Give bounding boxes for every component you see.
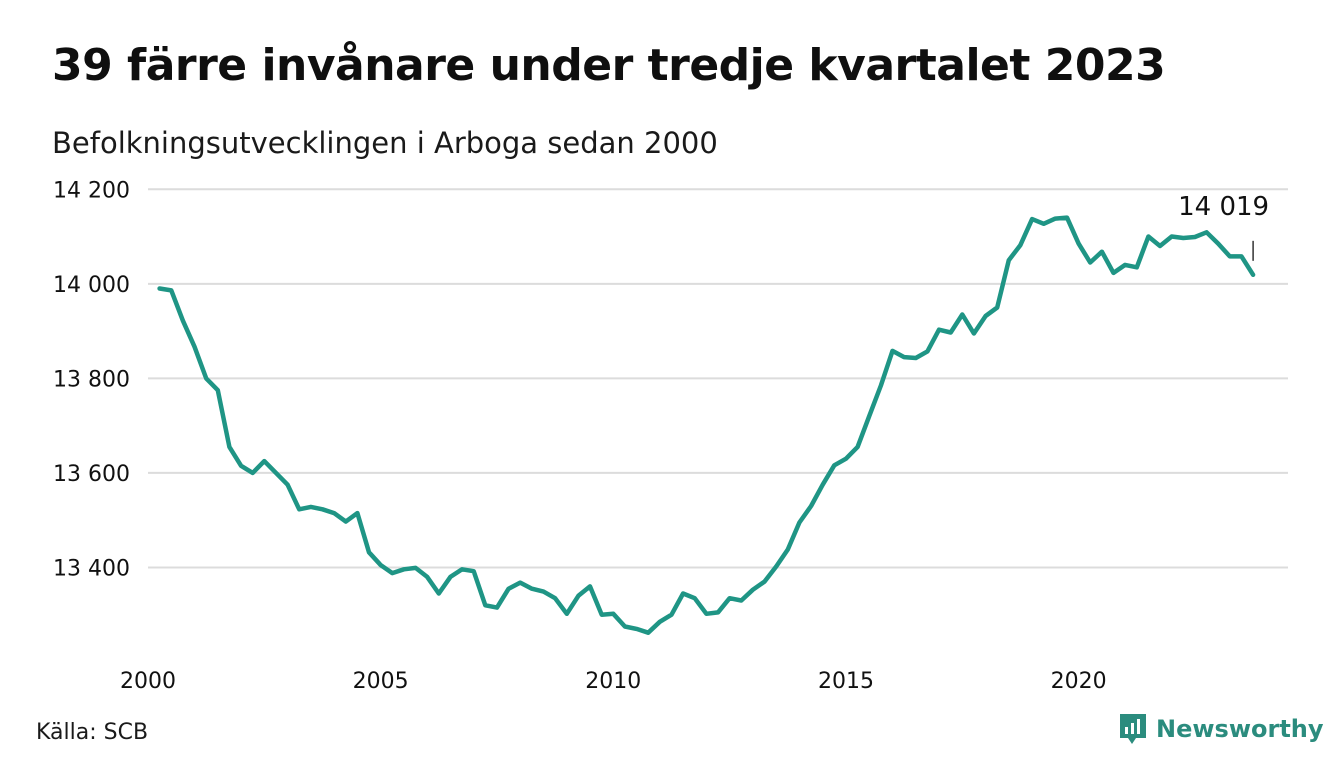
chart-title: 39 färre invånare under tredje kvartalet… bbox=[52, 40, 1166, 91]
x-axis-ticks: 2000 2005 2010 2015 2020 bbox=[120, 669, 1107, 694]
x-tick-label: 2020 bbox=[1051, 669, 1107, 694]
y-tick-label: 13 800 bbox=[53, 367, 130, 392]
newsworthy-logo-icon bbox=[1120, 714, 1146, 744]
x-tick-label: 2010 bbox=[585, 669, 641, 694]
source-note: Källa: SCB bbox=[36, 720, 149, 745]
gridlines bbox=[148, 188, 1288, 569]
annotation-label: 14 019 bbox=[1178, 192, 1269, 222]
brand-logo: Newsworthy bbox=[1118, 712, 1324, 746]
annotations: 14 019 bbox=[1178, 192, 1269, 261]
x-tick-label: 2015 bbox=[818, 669, 874, 694]
y-tick-label: 13 400 bbox=[53, 556, 130, 581]
series-line bbox=[157, 215, 1256, 635]
y-axis-ticks: 13 400 13 600 13 800 14 000 14 200 bbox=[53, 178, 130, 581]
y-tick-label: 14 200 bbox=[53, 178, 130, 203]
chart-subtitle: Befolkningsutvecklingen i Arboga sedan 2… bbox=[52, 126, 718, 160]
x-tick-label: 2000 bbox=[120, 669, 176, 694]
x-tick-label: 2005 bbox=[353, 669, 409, 694]
y-tick-label: 13 600 bbox=[53, 462, 130, 487]
brand-name: Newsworthy bbox=[1156, 715, 1324, 743]
series-layer bbox=[157, 215, 1256, 635]
y-tick-label: 14 000 bbox=[53, 273, 130, 298]
